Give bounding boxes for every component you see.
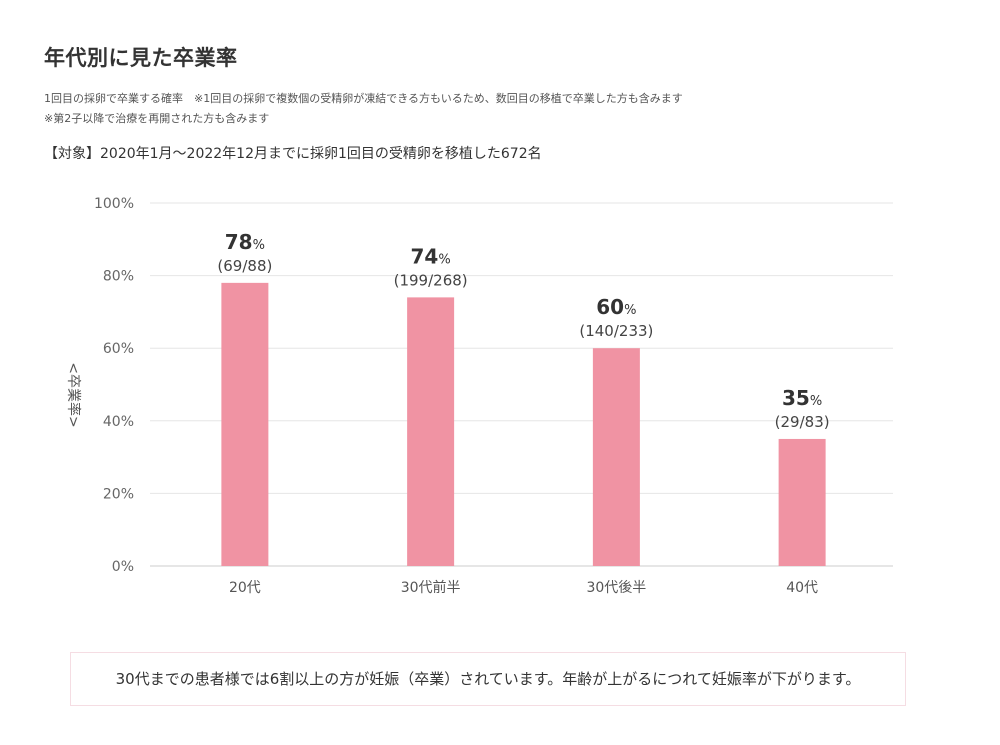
bar <box>592 348 640 566</box>
y-tick-label: 80% <box>103 269 134 285</box>
x-tick-label: 30代前半 <box>401 579 461 596</box>
count-label: (199/268) <box>394 271 468 289</box>
x-tick-label: 40代 <box>786 580 818 596</box>
value-label: 60% <box>596 295 636 319</box>
chart-note-line-2: ※第2子以降で治療を再開された方も含みます <box>44 112 270 125</box>
count-label: (69/88) <box>217 257 272 275</box>
value-label: 78% <box>225 230 265 254</box>
bar-chart: 0% 20% 40% 60% 80% 100% <卒業率> 20代 (69/88) 78% 30代前… <box>65 196 893 596</box>
value-label: 74% <box>411 244 451 268</box>
count-label: (140/233) <box>579 322 653 340</box>
y-tick-label: 0% <box>112 559 134 575</box>
y-tick-label: 40% <box>103 414 134 430</box>
y-axis-label: <卒業率> <box>65 362 82 427</box>
x-tick-label: 30代後半 <box>586 580 646 596</box>
y-tick-label: 20% <box>103 486 134 502</box>
page-title: 年代別に見た卒業率 <box>44 46 238 70</box>
x-tick-label: 20代 <box>229 580 261 596</box>
bar <box>221 282 269 566</box>
value-label: 35% <box>782 386 822 410</box>
count-label: (29/83) <box>775 413 830 431</box>
target-population: 【対象】2020年1月〜2022年12月までに採卵1回目の受精卵を移植した672… <box>44 146 542 162</box>
chart-note-line-1: 1回目の採卵で卒業する確率 ※1回目の採卵で複数個の受精卵が凍結できる方もいるた… <box>44 92 683 105</box>
y-tick-label: 60% <box>103 341 134 357</box>
bar <box>407 297 455 566</box>
bar <box>778 438 826 566</box>
summary-box: 30代までの患者様では6割以上の方が妊娠（卒業）されています。年齢が上がるにつれ… <box>70 652 906 706</box>
y-tick-label: 100% <box>94 196 134 212</box>
